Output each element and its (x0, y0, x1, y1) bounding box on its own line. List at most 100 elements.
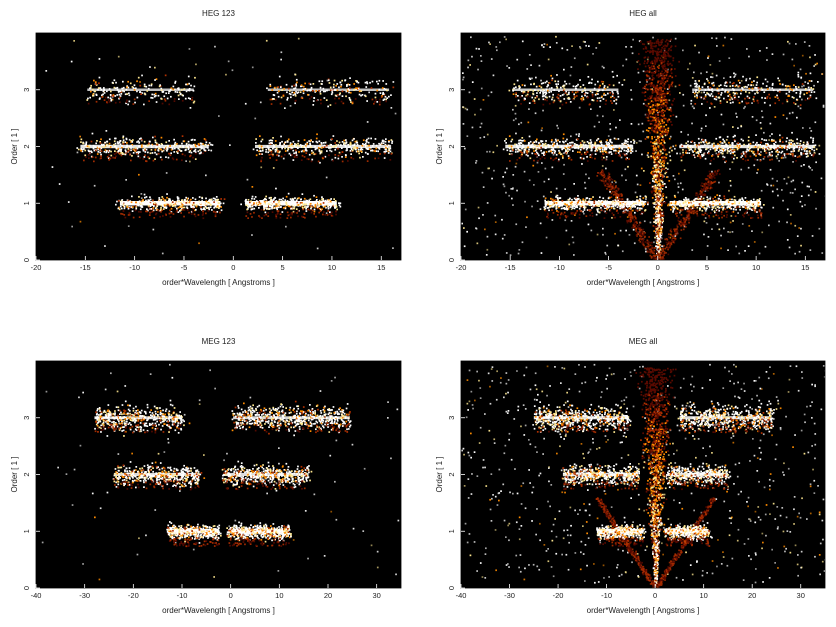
event-point (265, 151, 267, 153)
streak-point (682, 225, 685, 228)
event-point (92, 147, 95, 150)
cone-point (650, 62, 652, 64)
event-point (653, 241, 655, 244)
event-point (795, 43, 797, 45)
streak-point (651, 247, 654, 249)
event-point (135, 151, 138, 154)
event-point (189, 160, 191, 163)
event-point (161, 144, 163, 146)
event-point (602, 115, 604, 118)
event-point (494, 233, 497, 236)
event-point (209, 206, 212, 209)
event-point (531, 77, 533, 80)
event-point (378, 79, 381, 82)
event-point (252, 148, 255, 151)
cone-point (655, 57, 657, 60)
cone-point (657, 118, 659, 120)
event-point (559, 107, 561, 109)
cone-point (654, 178, 657, 181)
streak-point (668, 245, 671, 248)
event-point (138, 200, 141, 203)
event-point (327, 200, 329, 203)
cone-point (661, 175, 664, 178)
event-point (109, 157, 112, 160)
event-point (375, 150, 378, 152)
event-point (815, 207, 817, 210)
event-point (362, 156, 364, 158)
cone-point (661, 55, 663, 57)
cone-point (663, 194, 665, 196)
cone-point (668, 84, 670, 86)
event-point (124, 149, 127, 151)
streak-point (602, 170, 604, 173)
event-point (143, 140, 146, 143)
event-point (118, 152, 120, 155)
event-point (658, 64, 660, 67)
event-point (155, 212, 158, 215)
cone-point (654, 56, 656, 59)
event-point (108, 154, 110, 156)
event-point (129, 82, 132, 85)
event-point (157, 210, 160, 212)
cone-point (656, 156, 658, 158)
cone-point (657, 38, 659, 41)
event-point (115, 81, 117, 84)
event-point (99, 157, 101, 160)
event-point (341, 156, 343, 158)
event-point (142, 202, 145, 205)
event-point (90, 140, 93, 143)
cone-point (659, 218, 662, 221)
cone-point (657, 51, 660, 54)
event-point (313, 213, 315, 215)
cone-point (661, 100, 664, 102)
event-point (132, 103, 135, 105)
cone-point (655, 231, 658, 234)
cone-point (651, 50, 653, 53)
streak-point (603, 182, 605, 185)
event-point (122, 135, 125, 138)
streak-point (653, 252, 655, 255)
streak-point (639, 236, 642, 239)
event-point (325, 203, 328, 206)
event-point (711, 228, 713, 230)
event-point (356, 144, 359, 146)
event-point (295, 144, 298, 147)
cone-point (656, 174, 658, 177)
cone-point (657, 191, 660, 194)
event-point (295, 204, 298, 207)
streak-point (694, 207, 697, 210)
event-point (270, 202, 272, 205)
panel-1: HEG 123-20 -15 -10 -5 0 5 10 150123order*Wavele… (10, 9, 402, 287)
event-point (289, 200, 291, 203)
cone-point (660, 170, 662, 172)
streak-point (715, 173, 718, 176)
streak-point (642, 241, 644, 243)
event-point (308, 153, 311, 156)
event-point (140, 206, 143, 208)
event-point (268, 205, 270, 208)
event-point (496, 49, 498, 52)
event-point (263, 208, 266, 210)
cone-point (668, 137, 671, 140)
event-point (260, 166, 263, 169)
event-point (331, 215, 334, 217)
cone-point (643, 62, 646, 65)
event-point (511, 197, 513, 200)
event-point (651, 88, 654, 91)
event-point (255, 154, 258, 157)
event-point (602, 233, 604, 236)
streak-point (646, 250, 649, 253)
event-point (169, 154, 172, 157)
cone-point (659, 101, 662, 103)
event-point (192, 197, 194, 199)
event-point (205, 212, 207, 215)
streak-point (616, 198, 619, 201)
event-point (481, 171, 484, 174)
event-point (362, 139, 365, 142)
event-point (304, 149, 306, 152)
event-point (803, 84, 805, 87)
cone-point (670, 68, 673, 70)
event-point (177, 150, 180, 152)
event-point (85, 156, 87, 158)
event-point (190, 151, 193, 154)
